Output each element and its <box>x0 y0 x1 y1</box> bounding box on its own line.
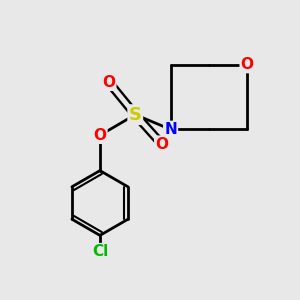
Text: O: O <box>102 75 115 90</box>
Text: O: O <box>241 57 254 72</box>
Text: Cl: Cl <box>92 244 108 259</box>
Text: O: O <box>155 136 168 152</box>
Text: O: O <box>93 128 106 143</box>
Text: S: S <box>129 106 142 124</box>
Text: N: N <box>164 122 177 137</box>
